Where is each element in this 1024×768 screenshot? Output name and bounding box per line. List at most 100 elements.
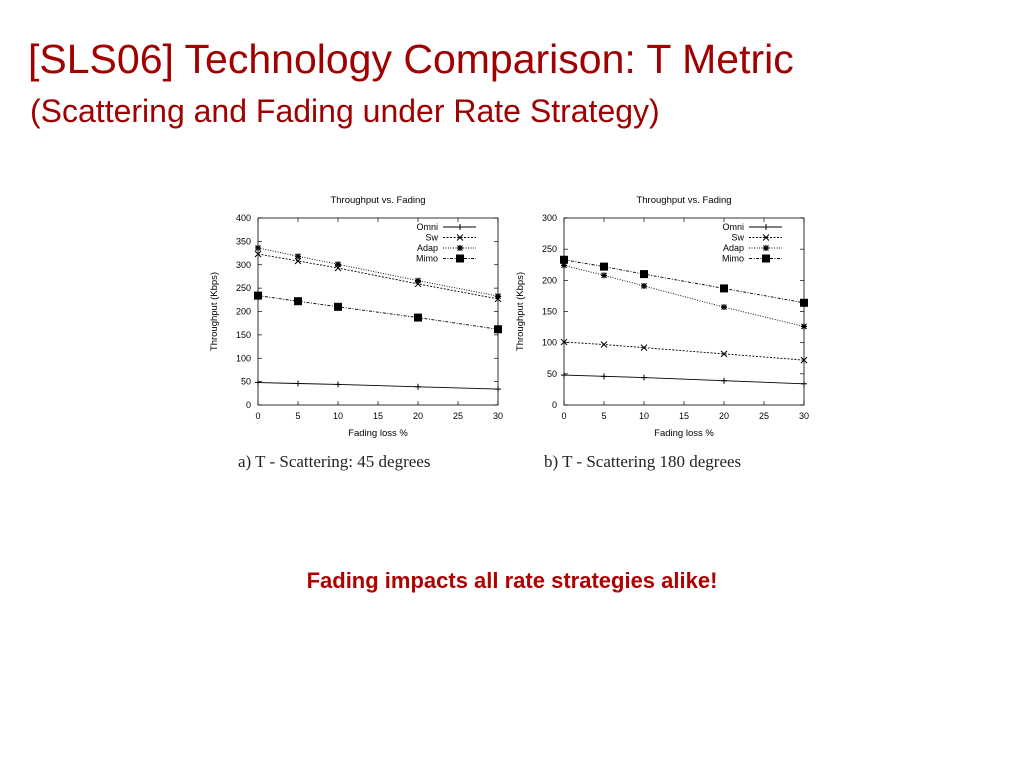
chart-a-xlabel: Fading loss %	[348, 428, 408, 439]
chart-a-legend-label: Mimo	[416, 254, 438, 264]
chart-a-point-omni	[335, 381, 341, 388]
slide-title: [SLS06] Technology Comparison: T Metric	[28, 36, 794, 82]
chart-a-legend-label: Omni	[416, 222, 438, 232]
chart-b-point-adap	[721, 304, 727, 311]
chart-b-point-omni	[601, 373, 607, 380]
chart-b-series-sw	[560, 338, 808, 364]
chart-a-point-mimo	[334, 302, 342, 311]
chart-b-point-sw	[720, 350, 728, 358]
chart-a-xtick-label: 15	[373, 411, 383, 421]
chart-a-xtick-label: 5	[295, 411, 300, 421]
chart-a-ylabel: Throughput (Kbps)	[209, 272, 220, 351]
chart-a-point-omni	[295, 380, 301, 387]
chart-b-legend-marker	[763, 245, 769, 251]
chart-a-xtick-label: 30	[493, 411, 503, 421]
chart-b-series-adap	[561, 262, 807, 330]
chart-b-ytick-label: 100	[542, 338, 557, 348]
chart-b-line-omni	[563, 374, 805, 385]
chart-b-title: Throughput vs. Fading	[636, 195, 731, 206]
chart-a-ytick-label: 150	[236, 330, 251, 340]
chart-b-ytick-label: 50	[547, 369, 557, 379]
chart-b-xtick-label: 0	[561, 411, 566, 421]
chart-b-ylabel: Throughput (Kbps)	[515, 272, 526, 351]
chart-a-xtick-label: 25	[453, 411, 463, 421]
chart-b-xtick-label: 30	[799, 411, 809, 421]
chart-a-point-mimo	[254, 291, 262, 300]
chart-a-legend-label: Sw	[425, 233, 438, 243]
chart-a-point-adap	[495, 293, 501, 300]
chart-b-point-adap	[801, 323, 807, 330]
chart-b-xtick-label: 10	[639, 411, 649, 421]
chart-a-title: Throughput vs. Fading	[330, 195, 425, 206]
chart-b-xlabel: Fading loss %	[654, 428, 714, 439]
chart-b-legend-label: Sw	[731, 233, 744, 243]
chart-a-point-adap	[255, 244, 261, 251]
chart-a-series-omni	[255, 379, 501, 393]
chart-a-xtick-label: 10	[333, 411, 343, 421]
chart-a-point-adap	[335, 261, 341, 268]
chart-b-point-mimo	[560, 255, 568, 264]
chart-b-point-adap	[601, 272, 607, 279]
chart-b-point-omni	[561, 372, 567, 379]
chart-a-xtick-label: 0	[255, 411, 260, 421]
chart-b-ytick-label: 250	[542, 244, 557, 254]
chart-a-point-mimo	[294, 297, 302, 306]
chart-a-legend-label: Adap	[417, 243, 438, 253]
chart-b-legend-marker	[762, 234, 770, 241]
chart-a-line-omni	[257, 382, 499, 390]
chart-b-point-omni	[641, 374, 647, 381]
chart-b-point-sw	[560, 338, 568, 346]
chart-a-ytick-label: 0	[246, 400, 251, 410]
chart-b-point-mimo	[720, 284, 728, 293]
chart-b-series-omni	[561, 372, 807, 387]
chart-b-point-mimo	[640, 270, 648, 279]
chart-a-ytick-label: 250	[236, 283, 251, 293]
chart-b-point-adap	[561, 262, 567, 269]
chart-b-point-sw	[800, 356, 808, 364]
chart-b-legend-label: Mimo	[722, 254, 744, 264]
chart-b-series-mimo	[560, 255, 808, 307]
chart-b-xtick-label: 25	[759, 411, 769, 421]
chart-a-point-sw	[254, 250, 262, 258]
chart-a-series-mimo	[254, 291, 502, 334]
chart-a-ytick-label: 100	[236, 353, 251, 363]
chart-a-xtick-label: 20	[413, 411, 423, 421]
chart-b-xtick-label: 5	[601, 411, 606, 421]
chart-a-point-adap	[415, 277, 421, 284]
chart-a-point-adap	[295, 253, 301, 260]
chart-b-xtick-label: 15	[679, 411, 689, 421]
chart-b-ytick-label: 300	[542, 213, 557, 223]
chart-b-legend-marker	[763, 224, 769, 230]
chart-a-legend-marker	[456, 254, 464, 263]
chart-b-legend-label: Adap	[723, 243, 744, 253]
chart-a-caption: a) T - Scattering: 45 degrees	[238, 452, 431, 471]
chart-b-point-mimo	[800, 298, 808, 307]
chart-b-point-sw	[600, 341, 608, 348]
chart-b-line-sw	[563, 341, 805, 361]
chart-a-point-mimo	[494, 325, 502, 334]
chart-a-legend-marker	[457, 245, 463, 251]
chart-a-line-adap	[257, 247, 499, 297]
chart-a-ytick-label: 300	[236, 260, 251, 270]
chart-b-legend-label: Omni	[722, 222, 744, 232]
chart-b-line-adap	[563, 264, 805, 327]
chart-a-ytick-label: 350	[236, 236, 251, 246]
chart-b-xtick-label: 20	[719, 411, 729, 421]
chart-b-ytick-label: 200	[542, 275, 557, 285]
chart-b-point-mimo	[600, 262, 608, 271]
chart-b-caption: b) T - Scattering 180 degrees	[544, 452, 742, 471]
chart-a-ytick-label: 200	[236, 307, 251, 317]
chart-a-point-omni	[495, 386, 501, 393]
chart-a-point-omni	[415, 383, 421, 390]
chart-a-point-mimo	[414, 313, 422, 322]
chart-b-point-omni	[721, 377, 727, 384]
chart-a-legend-marker	[456, 234, 464, 241]
chart-b-point-sw	[640, 344, 648, 352]
chart-a-ytick-label: 400	[236, 213, 251, 223]
chart-b-ytick-label: 0	[552, 400, 557, 410]
chart-b-line-mimo	[563, 259, 805, 304]
